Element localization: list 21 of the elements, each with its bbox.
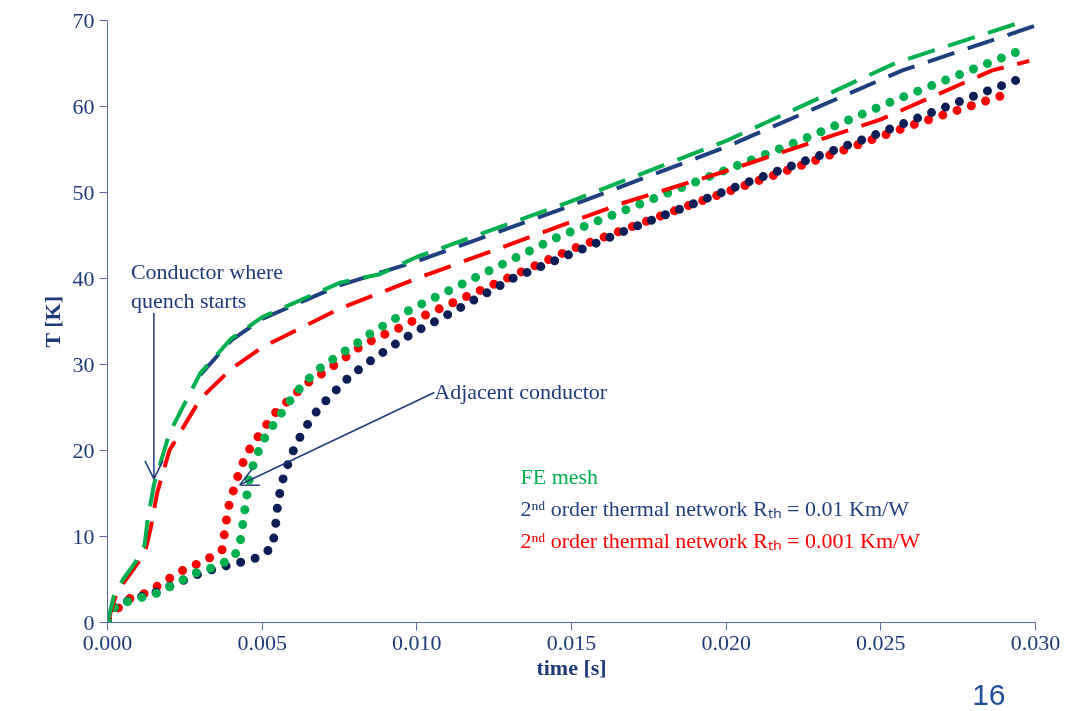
text: 16 (972, 677, 1006, 711)
y-tick-label: 50 (72, 179, 95, 205)
y-tick-label: 30 (72, 351, 95, 377)
x-axis-title: time [s] (536, 654, 607, 680)
x-tick-label: 0.010 (392, 629, 442, 655)
x-tick-label: 0.015 (546, 629, 597, 655)
y-tick-label: 70 (72, 7, 95, 33)
x-tick-label: 0.030 (1010, 629, 1061, 655)
x-tick-label: 0.020 (701, 629, 751, 655)
text: 2ⁿᵈ order thermal network Rₜₕ = 0.01 Km/W (520, 495, 910, 521)
text: 2ⁿᵈ order thermal network Rₜₕ = 0.001 Km/W (520, 527, 921, 553)
y-tick-label: 40 (72, 265, 95, 291)
y-axis-title: T [K] (39, 295, 65, 348)
annotation: Conductor where quench starts (130, 258, 284, 313)
text: FE mesh (520, 463, 599, 489)
x-tick-label: 0.025 (856, 629, 906, 655)
annotation: Adjacent conductor (434, 379, 608, 405)
y-tick-label: 20 (72, 437, 95, 463)
y-tick-label: 10 (72, 523, 95, 549)
y-tick-label: 60 (72, 93, 95, 119)
x-tick-label: 0.005 (237, 629, 287, 655)
